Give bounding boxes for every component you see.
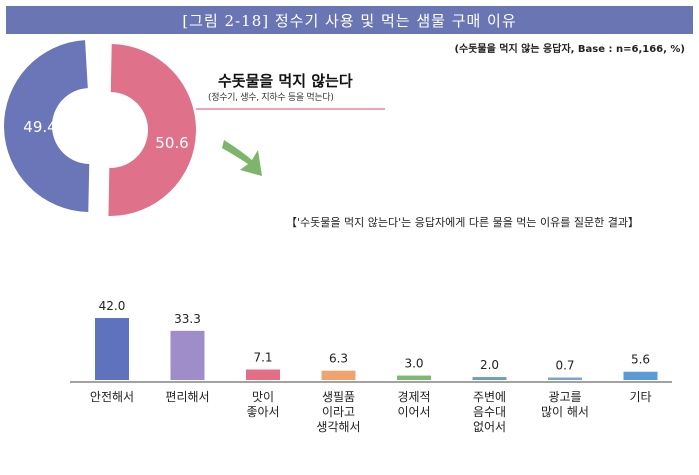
donut-title: 수돗물을 먹지 않는다 <box>218 72 353 90</box>
category-label: 기타 <box>629 390 652 404</box>
category-label: 광고를 많이 해서 <box>541 390 589 419</box>
bar <box>95 318 129 380</box>
donut-subtitle: (정수기, 생수, 지하수 등을 먹는다) <box>208 93 334 103</box>
bar <box>548 377 582 380</box>
question-caption: 【'수돗물을 먹지 않는다'는 응답자에게 다른 물을 먹는 이유를 질문한 결… <box>286 216 639 229</box>
bar-value-label: 7.1 <box>253 351 272 365</box>
bar <box>397 375 431 380</box>
bar-value-label: 0.7 <box>555 359 574 373</box>
category-label: 주변에 음수대 없어서 <box>472 390 507 434</box>
bar-value-label: 33.3 <box>174 312 201 326</box>
bar-value-label: 42.0 <box>99 299 126 313</box>
bar <box>170 330 205 380</box>
category-label: 경제적 이어서 <box>397 390 431 419</box>
figure-title: [그림 2-18] 정수기 사용 및 먹는 샘물 구매 이유 <box>6 6 693 34</box>
bar <box>246 369 280 380</box>
bar-value-label: 6.3 <box>329 352 348 366</box>
donut-slice-label: 49.4 <box>23 118 56 136</box>
callout-arrow-icon <box>222 140 262 176</box>
category-label: 생필품 이라고 생각해서 <box>316 390 361 434</box>
donut-slice-label: 50.6 <box>155 134 188 152</box>
bar-value-label: 3.0 <box>404 357 423 371</box>
category-label: 안전해서 <box>89 390 135 404</box>
category-label: 맛이 좋아서 <box>246 390 280 419</box>
base-note: (수돗물을 먹지 않는 응답자, Base : n=6,166, %) <box>454 44 685 55</box>
bar <box>321 370 356 380</box>
donut-slice <box>108 44 196 216</box>
bar <box>472 377 507 380</box>
category-label: 편리해서 <box>165 390 210 404</box>
bar-value-label: 2.0 <box>480 358 499 372</box>
bar <box>623 371 658 380</box>
donut-slice <box>4 40 90 212</box>
bar-value-label: 5.6 <box>631 353 650 367</box>
